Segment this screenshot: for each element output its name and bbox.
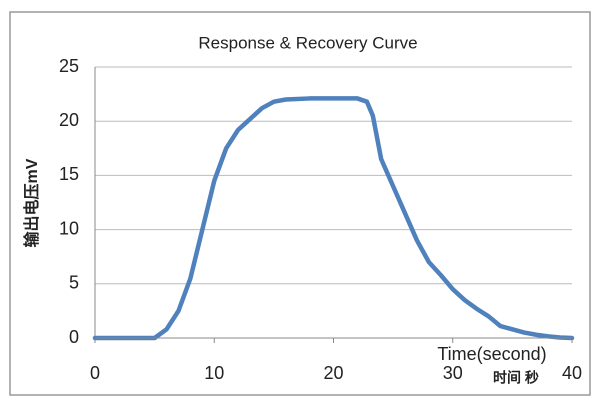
chart-title: Response & Recovery Curve <box>198 33 417 52</box>
y-tick-label: 10 <box>59 218 79 238</box>
x-axis-label-cn: 时间 秒 <box>493 370 539 386</box>
y-tick-label: 0 <box>69 327 79 347</box>
chart-border <box>9 11 591 396</box>
y-axis-label: 输出电压mV <box>22 158 41 247</box>
x-tick-label: 40 <box>562 363 582 383</box>
y-tick-label: 5 <box>69 273 79 293</box>
data-line <box>92 96 575 341</box>
x-tick-label: 20 <box>323 363 343 383</box>
x-tick-label: 30 <box>443 363 463 383</box>
y-tick-label: 20 <box>59 110 79 130</box>
y-tick-label: 25 <box>59 56 79 76</box>
x-tick-label: 10 <box>204 363 224 383</box>
x-axis-label: Time(second) <box>437 344 546 364</box>
x-tick-label: 0 <box>90 363 100 383</box>
y-tick-label: 15 <box>59 164 79 184</box>
